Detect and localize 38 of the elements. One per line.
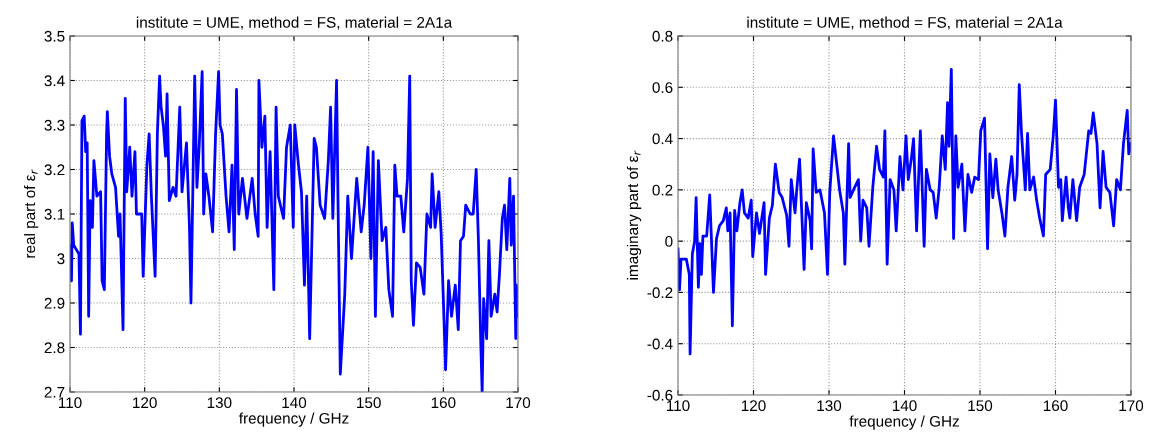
x-tick-label: 120	[133, 397, 157, 409]
x-tick-label: 170	[506, 397, 531, 409]
x-tick-label: 160	[431, 397, 456, 409]
y-tick-label: 3.1	[44, 208, 65, 220]
y-tick-label: -0.2	[647, 287, 673, 299]
y-tick-label: -0.4	[647, 338, 673, 350]
x-tick-label: 110	[666, 400, 690, 412]
x-tick-label: 140	[282, 397, 307, 409]
y-tick-label: 0.2	[652, 184, 673, 196]
x-axis-title: frequency / GHz	[849, 415, 959, 430]
y-axis-title: real part of ε$_{r}$	[23, 169, 39, 258]
x-tick-label: 170	[1119, 400, 1144, 412]
y-tick-label: -0.6	[647, 389, 673, 401]
y-tick-label: 3.4	[44, 75, 65, 87]
y-tick-label: 2.8	[44, 342, 65, 354]
y-tick-label: 0.6	[652, 82, 673, 93]
y-tick-label: 3	[57, 253, 65, 265]
x-tick-label: 140	[892, 400, 917, 412]
y-tick-label: 2.9	[44, 297, 65, 309]
chart-title: institute = UME, method = FS, material = 2A1a	[747, 16, 1063, 30]
x-tick-label: 160	[1043, 400, 1068, 412]
y-tick-label: 2.7	[44, 386, 65, 398]
y-tick-label: 3.3	[44, 119, 65, 131]
line-series	[678, 67, 1131, 356]
y-tick-label: 0.4	[652, 133, 673, 145]
y-tick-label: 3.2	[44, 164, 65, 176]
y-tick-label: 0.8	[652, 30, 673, 42]
chart-title: institute = UME, method = FS, material = 2A1a	[136, 16, 453, 30]
x-tick-label: 150	[357, 397, 381, 409]
x-axis-title: frequency / GHz	[239, 412, 349, 427]
x-tick-label: 130	[207, 397, 232, 409]
x-tick-label: 110	[58, 397, 82, 409]
x-tick-label: 120	[741, 400, 766, 412]
x-tick-label: 150	[968, 400, 993, 412]
y-tick-label: 3.5	[44, 30, 65, 42]
y-tick-label: 0	[665, 236, 673, 247]
y-axis-title: imaginary part of ε$_{r}$	[626, 150, 642, 280]
x-tick-label: 130	[817, 400, 842, 412]
